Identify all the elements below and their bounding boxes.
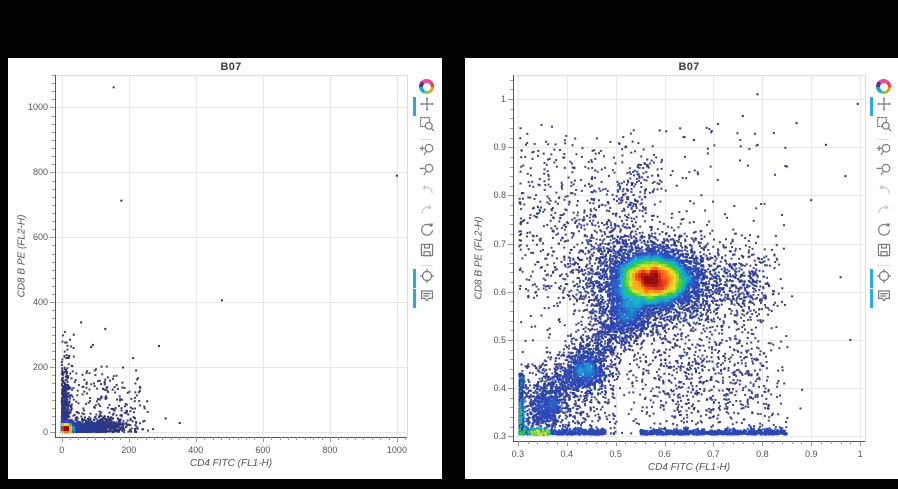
x-tick-label: 0.7: [707, 449, 720, 459]
x-tick-label: 0: [59, 445, 65, 455]
y-tick-label: 0.4: [493, 383, 506, 394]
bokeh-logo-icon[interactable]: [418, 78, 435, 95]
x-tick-label: 0.5: [609, 449, 622, 459]
redo-tool-button[interactable]: [418, 204, 435, 221]
active-tool-indicator: [870, 269, 873, 288]
reset-tool-button[interactable]: [875, 222, 892, 243]
toolbar-divider: [420, 139, 433, 140]
x-tick-label: 600: [255, 445, 271, 455]
pan-tool-button[interactable]: [413, 96, 435, 117]
undo-tool-button[interactable]: [875, 184, 892, 201]
box-zoom-tool-button[interactable]: [875, 116, 892, 137]
x-tick-label: 800: [322, 445, 338, 455]
zoom-out-icon: [876, 162, 892, 183]
save-tool-button[interactable]: [418, 242, 435, 263]
letterbox-bottom: [0, 479, 898, 489]
zoom-in-icon: [419, 142, 435, 163]
bokeh-logo: [876, 79, 891, 94]
y-tick-label: 0.3: [493, 431, 506, 442]
crosshair-icon: [419, 268, 435, 289]
x-axis-title: CD4 FITC (FL1-H): [647, 462, 731, 473]
y-tick-label: 1: [500, 94, 506, 105]
redo-icon: [419, 202, 435, 223]
y-axis-title: CD8 B PE (FL2-H): [473, 216, 485, 300]
save-icon: [876, 242, 892, 263]
x-tick-label: 200: [121, 445, 137, 455]
y-tick-label: 0.7: [493, 238, 506, 249]
plot-title: B07: [678, 61, 700, 73]
y-tick-label: 1000: [27, 102, 48, 113]
undo-icon: [419, 182, 435, 203]
reset-tool-button[interactable]: [418, 222, 435, 243]
zoom-out-icon: [419, 162, 435, 183]
zoom-in-icon: [876, 142, 892, 163]
x-tick-label: 1: [857, 449, 863, 459]
active-tool-indicator: [870, 97, 873, 116]
pan-icon: [876, 96, 892, 117]
plot-area-canvas[interactable]: [465, 58, 898, 479]
crosshair-icon: [876, 268, 892, 289]
zoom-in-tool-button[interactable]: [875, 142, 892, 163]
x-tick-label: 0.6: [658, 449, 671, 459]
pan-icon: [419, 96, 435, 117]
bokeh-toolbar: [413, 78, 435, 309]
x-tick-label: 0.9: [804, 449, 818, 459]
x-tick-label: 0.8: [756, 449, 769, 459]
plot-area-canvas[interactable]: [8, 58, 442, 479]
y-axis-title: CD8 B PE (FL2-H): [16, 214, 28, 298]
y-tick-label: 0.5: [493, 334, 506, 345]
hover-tool-button[interactable]: [413, 288, 435, 309]
x-tick-label: 1000: [386, 445, 407, 455]
plot-title: B07: [220, 61, 242, 73]
y-tick-label: 600: [32, 232, 48, 243]
y-tick-label: 0.9: [493, 142, 506, 153]
redo-icon: [876, 202, 892, 223]
letterbox-left: [0, 58, 8, 479]
y-tick-label: 0.8: [493, 190, 506, 201]
left-plot-panel: B07 CD4 FITC (FL1-H) CD8 B PE (FL2-H) 0 2…: [8, 58, 442, 479]
hover-icon: [419, 288, 435, 309]
y-tick-label: 0.6: [493, 286, 506, 297]
y-tick-label: 0: [42, 427, 48, 438]
hover-icon: [876, 288, 892, 309]
active-tool-indicator: [413, 289, 416, 308]
right-plot-panel: B07 CD4 FITC (FL1-H) CD8 B PE (FL2-H) 0.…: [465, 58, 898, 479]
hover-tool-button[interactable]: [870, 288, 892, 309]
save-icon: [419, 242, 435, 263]
box-zoom-tool-button[interactable]: [418, 116, 435, 137]
y-tick-label: 800: [32, 167, 48, 178]
x-tick-label: 0.4: [560, 449, 574, 459]
x-axis-title: CD4 FITC (FL1-H): [189, 458, 273, 469]
pan-tool-button[interactable]: [870, 96, 892, 117]
crosshair-tool-button[interactable]: [870, 268, 892, 289]
reset-icon: [419, 222, 435, 243]
zoom-out-tool-button[interactable]: [418, 162, 435, 183]
toolbar-divider: [877, 265, 890, 266]
zoom-out-tool-button[interactable]: [875, 162, 892, 183]
redo-tool-button[interactable]: [875, 204, 892, 221]
active-tool-indicator: [870, 289, 873, 308]
box-zoom-icon: [419, 116, 435, 137]
active-tool-indicator: [413, 97, 416, 116]
letterbox-top: [0, 0, 898, 58]
x-tick-label: 0.3: [511, 449, 525, 459]
y-tick-label: 200: [32, 362, 48, 373]
crosshair-tool-button[interactable]: [413, 268, 435, 289]
panel-divider: [442, 58, 465, 479]
toolbar-divider: [877, 139, 890, 140]
active-tool-indicator: [413, 269, 416, 288]
bokeh-logo: [419, 79, 434, 94]
x-tick-label: 400: [188, 445, 204, 455]
undo-icon: [876, 182, 892, 203]
reset-icon: [876, 222, 892, 243]
undo-tool-button[interactable]: [418, 184, 435, 201]
zoom-in-tool-button[interactable]: [418, 142, 435, 163]
bokeh-toolbar: [870, 78, 892, 309]
y-tick-label: 400: [32, 297, 48, 308]
save-tool-button[interactable]: [875, 242, 892, 263]
toolbar-divider: [420, 265, 433, 266]
box-zoom-icon: [876, 116, 892, 137]
bokeh-logo-icon[interactable]: [875, 78, 892, 95]
